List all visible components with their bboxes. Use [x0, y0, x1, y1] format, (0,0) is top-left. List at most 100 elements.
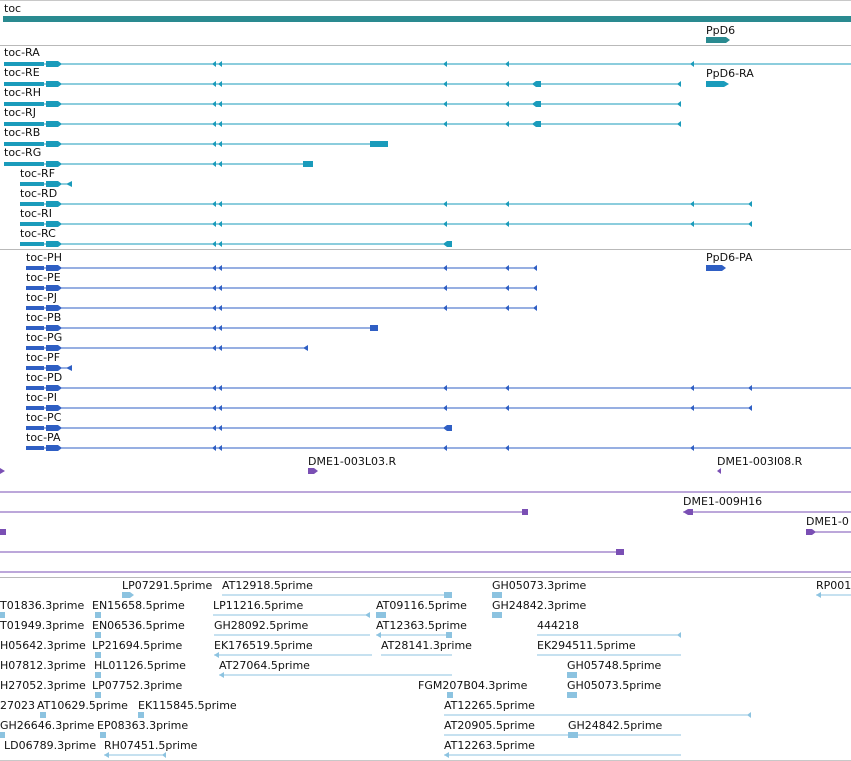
transcript-label-toc-RJ[interactable]: toc-RJ: [4, 106, 36, 119]
gene-label-toc[interactable]: toc: [4, 2, 21, 15]
est-label[interactable]: EP08363.3prime: [97, 719, 188, 732]
est-label[interactable]: 27023: [0, 699, 35, 712]
transcript-toc-RF[interactable]: [20, 181, 72, 187]
est-feature[interactable]: [447, 692, 453, 698]
est-label[interactable]: LP21694.5prime: [92, 639, 183, 652]
protein-toc-PA[interactable]: [26, 445, 851, 451]
transcript-toc-RB[interactable]: [4, 141, 388, 147]
est-label[interactable]: GH05748.5prime: [567, 659, 662, 672]
transcript-label-toc-RF[interactable]: toc-RF: [20, 167, 55, 180]
probe-feature-dme1-003l03[interactable]: [308, 468, 318, 474]
transcript-label-toc-RH[interactable]: toc-RH: [4, 86, 41, 99]
transcript-label-ppd6-RA[interactable]: PpD6-RA: [706, 67, 754, 80]
est-label[interactable]: LP07752.3prime: [92, 679, 183, 692]
est-label[interactable]: FGM207B04.3prime: [418, 679, 528, 692]
protein-label-toc-PI[interactable]: toc-PI: [26, 391, 57, 404]
protein-label-toc-PF[interactable]: toc-PF: [26, 351, 60, 364]
est-label[interactable]: RH07451.5prime: [104, 739, 198, 752]
transcript-label-toc-RB[interactable]: toc-RB: [4, 126, 40, 139]
est-feature[interactable]: [95, 632, 101, 638]
probe-feature-dme1-0[interactable]: [806, 529, 816, 535]
transcript-toc-RH[interactable]: [4, 101, 681, 107]
protein-toc-PG[interactable]: [26, 345, 308, 351]
est-label[interactable]: EK176519.5prime: [214, 639, 313, 652]
est-label[interactable]: EN15658.5prime: [92, 599, 185, 612]
transcript-toc-RE[interactable]: [4, 81, 681, 87]
gene-bar-toc[interactable]: [3, 16, 851, 22]
protein-toc-PE[interactable]: [26, 285, 537, 291]
est-label[interactable]: AT12363.5prime: [376, 619, 467, 632]
est-label[interactable]: 444218: [537, 619, 579, 632]
est-label[interactable]: LP11216.5prime: [213, 599, 304, 612]
est-label[interactable]: GH26646.3prime: [0, 719, 95, 732]
est-feature[interactable]: [0, 732, 5, 738]
protein-label-toc-PA[interactable]: toc-PA: [26, 431, 61, 444]
transcript-label-toc-RA[interactable]: toc-RA: [4, 46, 40, 59]
est-feature[interactable]: [40, 712, 46, 718]
protein-label-toc-PH[interactable]: toc-PH: [26, 251, 62, 264]
est-feature[interactable]: [95, 612, 101, 618]
est-label[interactable]: H27052.3prime: [0, 679, 86, 692]
est-feature[interactable]: [492, 612, 502, 618]
est-label[interactable]: RP001: [816, 579, 851, 592]
est-feature[interactable]: [567, 692, 577, 698]
est-label[interactable]: LP07291.5prime: [122, 579, 213, 592]
probe-label-dme1-003l03[interactable]: DME1-003L03.R: [308, 455, 396, 468]
probe-feature-dme1-003i08[interactable]: [717, 468, 721, 474]
est-label[interactable]: GH24842.5prime: [568, 719, 663, 732]
protein-label-ppd6-PA[interactable]: PpD6-PA: [706, 251, 753, 264]
est-label[interactable]: T01836.3prime: [0, 599, 84, 612]
est-feature[interactable]: [122, 592, 134, 598]
protein-toc-PF[interactable]: [26, 365, 72, 371]
est-feature[interactable]: [376, 612, 386, 618]
est-label[interactable]: T01949.3prime: [0, 619, 84, 632]
transcript-toc-RD[interactable]: [20, 201, 752, 207]
est-label[interactable]: AT27064.5prime: [219, 659, 310, 672]
probe-feature[interactable]: [0, 468, 5, 474]
probe-feature[interactable]: [522, 509, 528, 515]
est-label[interactable]: AT12263.5prime: [444, 739, 535, 752]
est-feature[interactable]: [138, 712, 144, 718]
est-label[interactable]: AT12265.5prime: [444, 699, 535, 712]
transcript-toc-RC[interactable]: [20, 241, 452, 247]
protein-toc-PI[interactable]: [26, 405, 752, 411]
est-feature[interactable]: [95, 692, 101, 698]
probe-feature[interactable]: [616, 549, 624, 555]
transcript-toc-RG[interactable]: [4, 161, 313, 167]
est-feature[interactable]: [95, 652, 101, 658]
probe-feature-dme1-009h16[interactable]: [683, 509, 693, 515]
protein-ppd6-PA[interactable]: [706, 265, 726, 271]
est-feature[interactable]: [567, 672, 577, 678]
transcript-label-toc-RD[interactable]: toc-RD: [20, 187, 57, 200]
est-label[interactable]: GH05073.3prime: [492, 579, 587, 592]
protein-label-toc-PB[interactable]: toc-PB: [26, 311, 61, 324]
est-label[interactable]: LD06789.3prime: [4, 739, 96, 752]
est-label[interactable]: EN06536.5prime: [92, 619, 185, 632]
gene-label-ppd6[interactable]: PpD6: [706, 24, 735, 37]
protein-label-toc-PE[interactable]: toc-PE: [26, 271, 61, 284]
est-feature[interactable]: [95, 672, 101, 678]
protein-toc-PD[interactable]: [26, 385, 851, 391]
probe-label-dme1-009h16[interactable]: DME1-009H16: [683, 495, 762, 508]
transcript-toc-RJ[interactable]: [4, 121, 681, 127]
protein-label-toc-PC[interactable]: toc-PC: [26, 411, 62, 424]
transcript-toc-RI[interactable]: [20, 221, 752, 227]
transcript-toc-RA[interactable]: [4, 61, 851, 67]
protein-toc-PC[interactable]: [26, 425, 452, 431]
est-label[interactable]: H05642.3prime: [0, 639, 86, 652]
protein-toc-PH[interactable]: [26, 265, 537, 271]
protein-toc-PJ[interactable]: [26, 305, 537, 311]
est-label[interactable]: EK294511.5prime: [537, 639, 636, 652]
est-feature[interactable]: [0, 612, 5, 618]
transcript-label-toc-RE[interactable]: toc-RE: [4, 66, 40, 79]
est-label[interactable]: AT20905.5prime: [444, 719, 535, 732]
est-label[interactable]: AT28141.3prime: [381, 639, 472, 652]
transcript-label-toc-RI[interactable]: toc-RI: [20, 207, 52, 220]
est-label[interactable]: AT10629.5prime: [37, 699, 128, 712]
probe-label-dme1-003i08[interactable]: DME1-003I08.R: [717, 455, 803, 468]
protein-label-toc-PG[interactable]: toc-PG: [26, 331, 62, 344]
protein-toc-PB[interactable]: [26, 325, 378, 331]
est-feature[interactable]: [100, 732, 106, 738]
probe-label-dme1-0[interactable]: DME1-0: [806, 515, 849, 528]
est-label[interactable]: HL01126.5prime: [94, 659, 186, 672]
